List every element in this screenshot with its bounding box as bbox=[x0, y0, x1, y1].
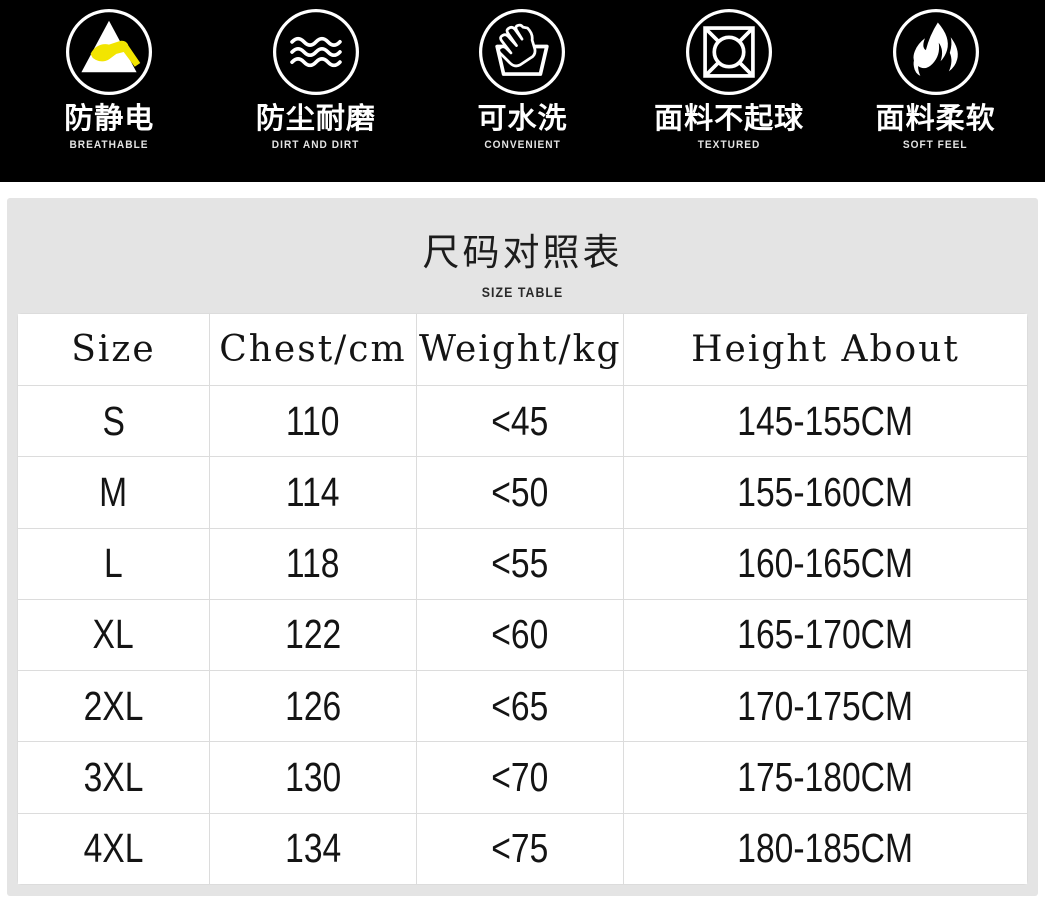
table-row: 2XL 126 <65 170-175CM bbox=[17, 670, 1028, 743]
cell-weight: <55 bbox=[415, 527, 624, 600]
cell-weight-value: <50 bbox=[491, 468, 549, 515]
cell-chest-value: 122 bbox=[284, 611, 341, 658]
cell-chest: 110 bbox=[208, 384, 417, 458]
cell-weight: <70 bbox=[415, 741, 624, 814]
feature-label-cn: 防静电 bbox=[64, 101, 155, 135]
feature-label-en: DIRT AND DIRT bbox=[272, 139, 360, 152]
feature-item-no-pilling: 面料不起球 TEXTURED bbox=[626, 0, 833, 182]
feature-item-dirt-resistant: 防尘耐磨 DIRT AND DIRT bbox=[213, 0, 420, 182]
cell-height-value: 170-175CM bbox=[737, 682, 914, 729]
cell-size: M bbox=[17, 456, 210, 529]
cell-size-value: 4XL bbox=[83, 825, 144, 872]
table-row: S 110 <45 145-155CM bbox=[17, 384, 1028, 458]
cell-weight-value: <55 bbox=[491, 540, 549, 587]
cell-chest-value: 130 bbox=[284, 754, 341, 801]
feature-label-cn: 面料不起球 bbox=[654, 101, 805, 135]
cell-chest: 114 bbox=[208, 456, 417, 529]
cell-weight: <65 bbox=[415, 670, 624, 743]
cell-size: 4XL bbox=[17, 812, 210, 885]
cell-height-value: 165-170CM bbox=[737, 611, 914, 658]
cell-weight-value: <45 bbox=[491, 397, 549, 444]
cell-weight: <50 bbox=[415, 456, 624, 529]
feature-banner: 防静电 BREATHABLE 防尘耐磨 DIRT AND DIRT 可水洗 CO… bbox=[0, 0, 1045, 182]
table-row: L 118 <55 160-165CM bbox=[17, 527, 1028, 600]
cell-height-value: 155-160CM bbox=[737, 468, 914, 515]
column-header-height: Height About bbox=[622, 313, 1028, 386]
cell-weight-value: <65 bbox=[491, 682, 549, 729]
cell-size-value: 2XL bbox=[83, 682, 144, 729]
cell-weight-value: <60 bbox=[491, 611, 549, 658]
cell-height: 160-165CM bbox=[622, 527, 1028, 600]
table-row: 4XL 134 <75 180-185CM bbox=[17, 812, 1028, 885]
cell-size: XL bbox=[17, 598, 210, 672]
cell-height-value: 175-180CM bbox=[737, 754, 914, 801]
cell-size: L bbox=[17, 527, 210, 600]
cell-size-value: L bbox=[104, 540, 123, 587]
hand-wash-icon bbox=[479, 8, 566, 96]
page-title: 尺码对照表 bbox=[422, 231, 623, 274]
feature-label-en: BREATHABLE bbox=[69, 139, 149, 152]
feature-item-washable: 可水洗 CONVENIENT bbox=[419, 0, 626, 182]
feature-label-cn: 面料柔软 bbox=[875, 101, 996, 135]
cell-size-value: 3XL bbox=[83, 754, 144, 801]
cell-chest: 126 bbox=[208, 670, 417, 743]
cell-height: 155-160CM bbox=[622, 456, 1028, 529]
cell-chest-value: 134 bbox=[284, 825, 341, 872]
feature-label-en: SOFT FEEL bbox=[903, 139, 969, 152]
page-subtitle: SIZE TABLE bbox=[481, 284, 564, 300]
cell-size-value: M bbox=[99, 468, 128, 515]
anti-static-icon bbox=[66, 8, 153, 96]
table-body: S 110 <45 145-155CM M 114 <50 155-160CM … bbox=[17, 384, 1028, 885]
cell-height-value: 145-155CM bbox=[737, 397, 914, 444]
column-header-size: Size bbox=[17, 313, 210, 386]
cell-height: 145-155CM bbox=[622, 384, 1028, 458]
cell-height: 170-175CM bbox=[622, 670, 1028, 743]
column-header-weight: Weight/kg bbox=[415, 313, 624, 386]
cell-weight-value: <75 bbox=[491, 825, 549, 872]
feature-item-soft-feel: 面料柔软 SOFT FEEL bbox=[832, 0, 1039, 182]
cell-chest: 122 bbox=[208, 598, 417, 672]
table-wrapper: Size Chest/cm Weight/kg Height About S 1… bbox=[17, 313, 1028, 885]
table-row: M 114 <50 155-160CM bbox=[17, 456, 1028, 529]
cell-chest-value: 126 bbox=[284, 682, 341, 729]
cell-weight-value: <70 bbox=[491, 754, 549, 801]
cell-height-value: 180-185CM bbox=[737, 825, 914, 872]
cell-chest-value: 110 bbox=[286, 397, 340, 444]
cell-height: 175-180CM bbox=[622, 741, 1028, 814]
cell-size-value: S bbox=[102, 397, 125, 444]
table-header-row: Size Chest/cm Weight/kg Height About bbox=[17, 313, 1028, 386]
column-header-chest: Chest/cm bbox=[208, 313, 417, 386]
cell-weight: <75 bbox=[415, 812, 624, 885]
cell-chest-value: 118 bbox=[286, 540, 340, 587]
cell-chest: 134 bbox=[208, 812, 417, 885]
feature-label-en: TEXTURED bbox=[697, 139, 761, 152]
water-waves-icon bbox=[272, 8, 359, 96]
feature-label-en: CONVENIENT bbox=[484, 139, 561, 152]
cell-weight: <45 bbox=[415, 384, 624, 458]
cell-height: 165-170CM bbox=[622, 598, 1028, 672]
cell-chest: 130 bbox=[208, 741, 417, 814]
flame-soft-icon bbox=[892, 8, 979, 96]
feature-label-cn: 可水洗 bbox=[477, 101, 568, 135]
feature-item-anti-static: 防静电 BREATHABLE bbox=[6, 0, 213, 182]
cell-size: S bbox=[17, 384, 210, 458]
feature-label-cn: 防尘耐磨 bbox=[255, 101, 376, 135]
size-table: Size Chest/cm Weight/kg Height About S 1… bbox=[17, 313, 1028, 885]
table-row: XL 122 <60 165-170CM bbox=[17, 598, 1028, 672]
cell-size-value: XL bbox=[92, 611, 135, 658]
cell-chest: 118 bbox=[208, 527, 417, 600]
table-row: 3XL 130 <70 175-180CM bbox=[17, 741, 1028, 814]
cell-size: 3XL bbox=[17, 741, 210, 814]
cell-height-value: 160-165CM bbox=[737, 540, 914, 587]
cell-chest-value: 114 bbox=[286, 468, 340, 515]
cell-height: 180-185CM bbox=[622, 812, 1028, 885]
no-pilling-icon bbox=[686, 8, 773, 96]
cell-size: 2XL bbox=[17, 670, 210, 743]
size-table-panel: 尺码对照表 SIZE TABLE Size Chest/cm Weight/kg… bbox=[7, 198, 1038, 896]
cell-weight: <60 bbox=[415, 598, 624, 672]
